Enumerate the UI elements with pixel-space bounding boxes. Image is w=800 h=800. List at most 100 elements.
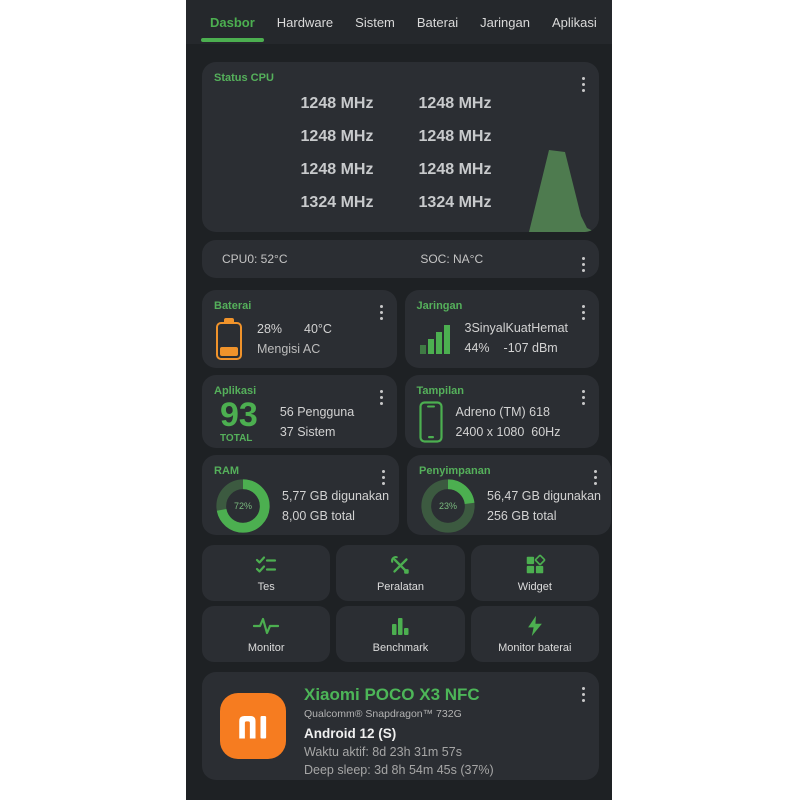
battery-card: Baterai 28% 40°C Mengisi AC — [202, 290, 397, 368]
storage-card-menu-icon[interactable] — [592, 466, 599, 488]
cpu-status-card: Status CPU 1248 MHz 1248 MHz 1248 MHz 12… — [202, 62, 599, 232]
device-uptime: Waktu aktif: 8d 23h 31m 57s — [304, 745, 462, 759]
cpu-freq: 1324 MHz — [300, 194, 374, 211]
apps-card-menu-icon[interactable] — [378, 386, 385, 408]
display-card-menu-icon[interactable] — [580, 386, 587, 408]
checklist-icon — [256, 555, 277, 573]
ram-percent-label: 72% — [233, 501, 252, 511]
storage-used: 56,47 GB digunakan — [487, 489, 602, 503]
cpu-freq: 1248 MHz — [300, 95, 374, 112]
dashboard-content: Status CPU 1248 MHz 1248 MHz 1248 MHz 12… — [186, 44, 612, 780]
apps-total-count: 93 — [220, 396, 258, 434]
device-os-version: Android 12 (S) — [304, 726, 397, 741]
network-percent: 44% — [464, 341, 490, 355]
pulse-icon — [253, 617, 280, 634]
cpu-freq: 1324 MHz — [418, 194, 492, 211]
tab-dasbor[interactable]: Dasbor — [199, 0, 266, 44]
action-label: Monitor baterai — [498, 641, 572, 654]
battery-card-menu-icon[interactable] — [378, 301, 385, 323]
apps-user-count: 56 Pengguna — [279, 404, 355, 419]
cpu-freq: 1248 MHz — [418, 161, 492, 178]
action-label: Tes — [257, 580, 275, 593]
cpu-freq: 1248 MHz — [300, 128, 374, 145]
storage-donut-chart: 23% — [421, 479, 475, 533]
tab-baterai[interactable]: Baterai — [406, 0, 469, 44]
tab-label: Dasbor — [210, 14, 255, 30]
tools-icon — [391, 555, 410, 574]
tab-jaringan[interactable]: Jaringan — [469, 0, 541, 44]
tab-sistem[interactable]: Sistem — [344, 0, 406, 44]
tab-label: Baterai — [416, 14, 459, 30]
cpu-freq: 1248 MHz — [418, 128, 492, 145]
cpu-freq: 1248 MHz — [418, 95, 492, 112]
display-card: Tampilan Adreno (TM) 618 2400 x 1080 60H… — [404, 375, 599, 448]
tes-button[interactable]: Tes — [202, 545, 331, 601]
peralatan-button[interactable]: Peralatan — [336, 545, 465, 601]
phone-icon — [418, 401, 443, 443]
widget-button[interactable]: Widget — [470, 545, 599, 601]
apps-total-label: TOTAL — [220, 433, 253, 444]
widgets-icon — [526, 554, 546, 573]
battery-icon — [216, 318, 242, 360]
device-deep-sleep: Deep sleep: 3d 8h 54m 45s (37%) — [304, 763, 494, 777]
donut-arc — [216, 479, 270, 533]
network-card: Jaringan 3SinyalKuatHemat 44% -107 dBm — [404, 290, 599, 368]
action-label: Monitor — [247, 641, 285, 654]
cpu-card-menu-icon[interactable] — [580, 73, 587, 95]
cpu-frequency-grid: 1248 MHz 1248 MHz 1248 MHz 1248 MHz 1248… — [278, 92, 599, 214]
storage-card: Penyimpanan 23% 56,47 GB digunakan 256 G… — [407, 455, 612, 535]
display-card-title: Tampilan — [416, 385, 464, 397]
bar-chart-icon — [392, 617, 409, 635]
storage-total: 256 GB total — [487, 509, 557, 523]
action-label: Benchmark — [372, 641, 429, 654]
tab-label: Sistem — [355, 14, 395, 30]
network-carrier: 3SinyalKuatHemat — [464, 321, 569, 335]
device-card-menu-icon[interactable] — [580, 683, 587, 705]
cpu-temperature: CPU0: 52°C — [222, 252, 288, 266]
lightning-icon — [527, 615, 542, 636]
ram-card-title: RAM — [214, 465, 240, 477]
signal-bars-icon — [419, 325, 450, 354]
tab-aplikasi[interactable]: Aplikasi — [541, 0, 608, 44]
network-card-menu-icon[interactable] — [580, 301, 587, 323]
monitor-baterai-button[interactable]: Monitor baterai — [470, 606, 599, 662]
device-name: Xiaomi POCO X3 NFC — [304, 685, 480, 704]
cpu-card-title: Status CPU — [214, 72, 274, 84]
battery-temp: 40°C — [304, 322, 332, 336]
tab-bar: Dasbor Hardware Sistem Baterai Jaringan … — [186, 0, 612, 44]
device-monitor-app: Dasbor Hardware Sistem Baterai Jaringan … — [186, 0, 612, 800]
device-chipset: Qualcomm® Snapdragon™ 732G — [304, 708, 462, 720]
apps-card: Aplikasi 93 TOTAL 56 Pengguna 37 Sistem — [202, 375, 397, 448]
active-tab-underline — [201, 38, 264, 42]
ram-card: RAM 72% 5,77 GB digunakan 8,00 GB total — [202, 455, 400, 535]
soc-temperature: SOC: NA°C — [420, 252, 484, 266]
temperature-row-card: CPU0: 52°C SOC: NA°C — [202, 240, 599, 278]
ram-donut-chart: 72% — [216, 479, 270, 533]
tab-label: Hardware — [276, 14, 334, 30]
temperature-menu-icon[interactable] — [580, 253, 587, 275]
action-button-grid: Tes Peralatan Widget — [202, 545, 599, 662]
ram-total: 8,00 GB total — [282, 509, 355, 523]
tab-label: Aplikasi — [551, 14, 597, 30]
device-info-card: Xiaomi POCO X3 NFC Qualcomm® Snapdragon™… — [202, 672, 599, 780]
apps-system-count: 37 Sistem — [279, 424, 336, 439]
benchmark-button[interactable]: Benchmark — [336, 606, 465, 662]
gpu-name: Adreno (TM) 618 — [455, 405, 550, 419]
donut-arc — [421, 479, 475, 533]
battery-status: Mengisi AC — [257, 342, 321, 356]
battery-card-title: Baterai — [214, 300, 252, 312]
network-card-title: Jaringan — [416, 300, 463, 312]
action-label: Widget — [517, 580, 552, 593]
display-resolution: 2400 x 1080 60Hz — [455, 425, 561, 439]
action-label: Peralatan — [376, 580, 425, 593]
apps-card-title: Aplikasi — [214, 385, 257, 397]
network-dbm: -107 dBm — [503, 341, 558, 355]
cpu-freq: 1248 MHz — [300, 161, 374, 178]
xiaomi-mi-logo — [220, 693, 286, 759]
monitor-button[interactable]: Monitor — [202, 606, 331, 662]
ram-used: 5,77 GB digunakan — [282, 489, 390, 503]
tab-label: Jaringan — [480, 14, 530, 30]
tab-hardware[interactable]: Hardware — [266, 0, 344, 44]
cpu-usage-graph — [529, 150, 595, 232]
ram-card-menu-icon[interactable] — [380, 466, 387, 488]
